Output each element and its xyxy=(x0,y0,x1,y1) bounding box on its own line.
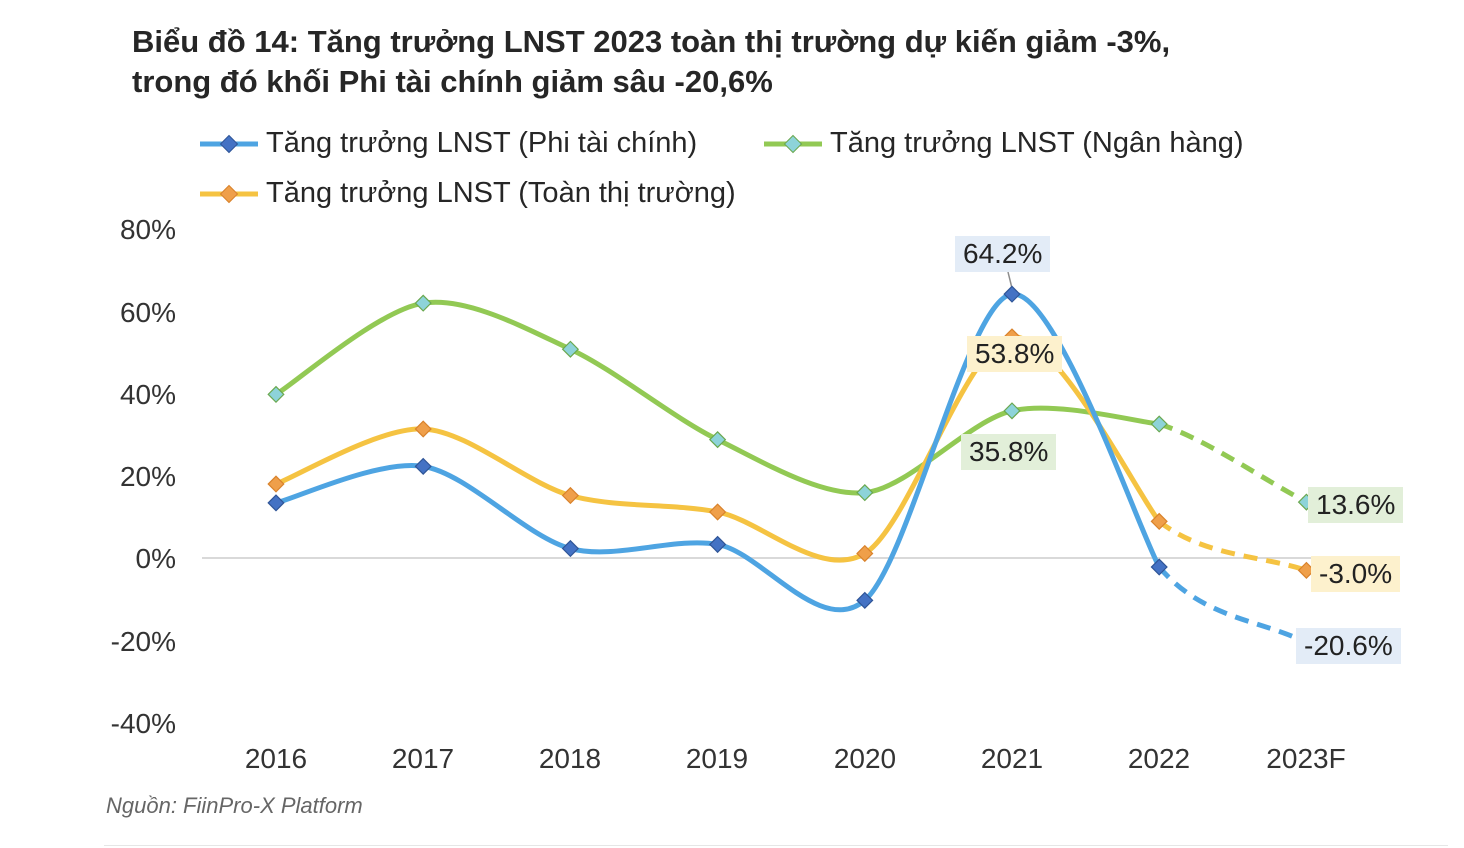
bottom-divider xyxy=(104,845,1448,846)
y-tick-label: 40% xyxy=(119,379,176,410)
x-tick-label: 2021 xyxy=(980,743,1044,774)
data-label-toan-thi-truong-2023f: -3.0% xyxy=(1311,556,1401,592)
x-tick-label: 2022 xyxy=(1127,743,1191,774)
y-tick-label: -40% xyxy=(110,708,176,739)
data-point-ngan-hang-2022 xyxy=(1150,415,1168,433)
data-point-ngan-hang-2018 xyxy=(561,340,580,358)
data-point-ngan-hang-2017 xyxy=(414,294,432,312)
x-tick-label: 2020 xyxy=(833,743,897,774)
data-point-phi-tai-chinh-2021 xyxy=(1003,285,1021,303)
series-forecast-line-ngan-hang xyxy=(1158,421,1308,505)
series-line-phi-tai-chinh xyxy=(273,291,1162,613)
y-tick-label: -20% xyxy=(110,626,176,657)
legend-label-phi-tai-chinh: Tăng trưởng LNST (Phi tài chính) xyxy=(266,127,698,159)
data-label-ngan-hang-2023f: 13.6% xyxy=(1308,487,1404,523)
series-forecast-line-toan-thi-truong xyxy=(1157,519,1308,573)
data-point-phi-tai-chinh-2019 xyxy=(708,535,727,554)
data-point-toan-thi-truong-2016 xyxy=(267,475,285,493)
y-tick-label: 60% xyxy=(119,297,176,328)
data-point-toan-thi-truong-2023f xyxy=(1297,561,1316,579)
x-tick-label: 2017 xyxy=(391,743,455,774)
data-label-ngan-hang-2021: 35.8% xyxy=(961,434,1057,470)
series-forecast-line-phi-tai-chinh xyxy=(1157,565,1308,645)
data-point-ngan-hang-2019 xyxy=(708,431,727,449)
data-point-phi-tai-chinh-2022 xyxy=(1150,558,1168,576)
legend-item-ngan-hang: Tăng trưởng LNST (Ngân hàng) xyxy=(762,127,1244,160)
data-point-phi-tai-chinh-2018 xyxy=(561,539,580,558)
legend-label-ngan-hang: Tăng trưởng LNST (Ngân hàng) xyxy=(830,127,1244,159)
data-point-ngan-hang-2016 xyxy=(267,385,285,404)
legend-line-ngan-hang-icon xyxy=(764,134,822,153)
legend-line-toan-thi-truong-icon xyxy=(200,184,258,203)
x-tick-label: 2016 xyxy=(244,743,308,774)
data-point-toan-thi-truong-2018 xyxy=(561,486,580,505)
data-point-ngan-hang-2021 xyxy=(1003,402,1021,420)
data-label-toan-thi-truong-2021: 53.8% xyxy=(967,336,1063,372)
y-tick-label: 20% xyxy=(119,461,176,492)
data-point-toan-thi-truong-2020 xyxy=(856,544,874,563)
legend-item-phi-tai-chinh: Tăng trưởng LNST (Phi tài chính) xyxy=(198,127,697,160)
chart-title-line-1: Biểu đồ 14: Tăng trưởng LNST 2023 toàn t… xyxy=(132,24,1171,59)
x-tick-label: 2019 xyxy=(685,743,749,774)
y-tick-label: 80% xyxy=(119,214,176,245)
data-point-phi-tai-chinh-2016 xyxy=(267,494,285,512)
data-label-phi-tai-chinh-2023f: -20.6% xyxy=(1296,628,1401,664)
data-point-ngan-hang-2020 xyxy=(856,484,874,502)
data-point-toan-thi-truong-2019 xyxy=(708,503,727,521)
data-point-toan-thi-truong-2017 xyxy=(414,420,432,438)
data-label-phi-tai-chinh-2021: 64.2% xyxy=(955,236,1051,272)
chart-title-line-2: trong đó khối Phi tài chính giảm sâu -20… xyxy=(132,64,773,99)
x-tick-label: 2018 xyxy=(538,743,602,774)
legend-label-toan-thi-truong: Tăng trưởng LNST (Toàn thị trường) xyxy=(266,177,736,209)
chart-title: Biểu đồ 14: Tăng trưởng LNST 2023 toàn t… xyxy=(132,22,1382,102)
data-label-leader-line xyxy=(1007,271,1013,289)
y-tick-label: 0% xyxy=(135,543,176,574)
legend-item-toan-thi-truong: Tăng trưởng LNST (Toàn thị trường) xyxy=(198,177,736,210)
data-point-toan-thi-truong-2022 xyxy=(1150,512,1168,531)
source-note: Nguồn: FiinPro-X Platform xyxy=(106,793,363,818)
data-point-phi-tai-chinh-2020 xyxy=(856,591,874,609)
x-tick-label: 2023F xyxy=(1266,743,1346,774)
legend-line-phi-tai-chinh-icon xyxy=(200,134,258,153)
data-point-phi-tai-chinh-2017 xyxy=(414,457,432,475)
